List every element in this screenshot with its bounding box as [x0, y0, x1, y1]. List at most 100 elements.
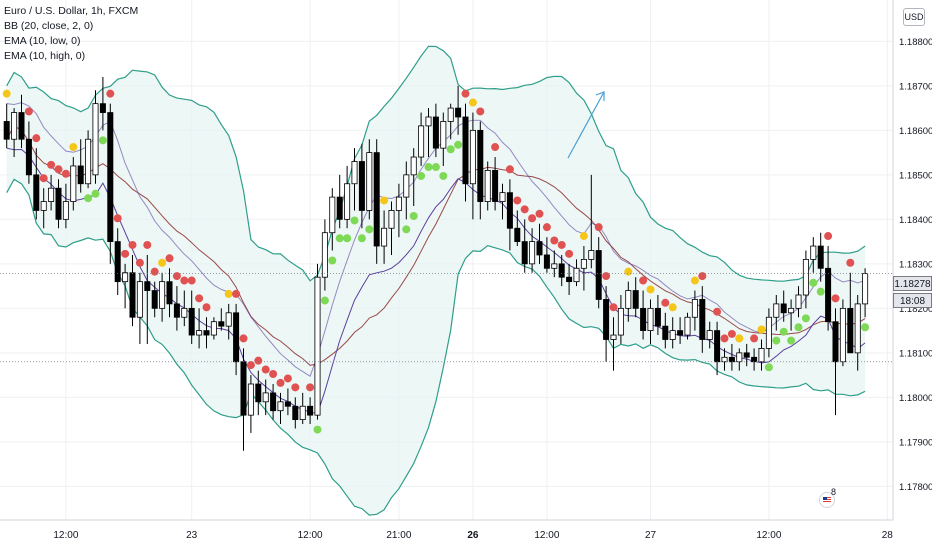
red-signal-dot: [639, 276, 648, 285]
candle-body: [728, 356, 735, 363]
time-tick-label: 23: [186, 530, 198, 541]
candle-body: [610, 334, 617, 340]
yellow-signal-dot: [2, 89, 11, 98]
candle-body: [625, 290, 632, 309]
candle-body: [817, 245, 824, 269]
candle: [862, 268, 869, 318]
green-signal-dot: [357, 234, 366, 243]
red-signal-dot: [528, 214, 537, 223]
candle: [462, 103, 469, 202]
candle-body: [381, 227, 388, 247]
candle-body: [40, 201, 47, 211]
candle: [410, 148, 417, 206]
candle-body: [484, 169, 491, 202]
candle: [455, 85, 462, 135]
candle-body: [758, 347, 765, 363]
candle: [25, 121, 32, 184]
candle-body: [632, 290, 639, 309]
currency-badge[interactable]: USD: [903, 8, 925, 26]
candle: [825, 246, 832, 331]
candle: [773, 295, 780, 331]
candle: [580, 246, 587, 291]
candle: [166, 268, 173, 318]
green-signal-dot: [446, 145, 455, 154]
yellow-signal-dot: [69, 143, 78, 152]
candle-body: [403, 174, 410, 198]
candle: [129, 254, 136, 327]
indicator-bb[interactable]: BB (20, close, 2, 0): [4, 20, 94, 32]
candle: [18, 94, 25, 149]
candle-body: [225, 312, 232, 327]
candle: [358, 143, 365, 229]
green-signal-dot: [409, 212, 418, 220]
us-flag-event-icon[interactable]: [819, 492, 835, 508]
candle: [425, 108, 432, 158]
red-signal-dot: [195, 294, 204, 303]
candle: [262, 379, 269, 416]
indicator-ema-high[interactable]: EMA (10, high, 0): [4, 50, 86, 62]
candle: [395, 183, 402, 238]
symbol-title[interactable]: Euro / U.S. Dollar, 1h, FXCM: [4, 5, 139, 17]
candle: [329, 188, 336, 251]
time-tick-label: 12:00: [534, 530, 559, 541]
candle-body: [388, 210, 395, 229]
candle: [684, 312, 691, 340]
candle-body: [366, 152, 373, 211]
candle: [440, 112, 447, 166]
red-signal-dot: [128, 240, 137, 249]
red-signal-dot: [187, 276, 196, 285]
green-signal-dot: [454, 140, 463, 149]
candle: [188, 290, 195, 344]
candle: [573, 259, 580, 287]
red-signal-dot: [106, 89, 115, 98]
candle: [506, 179, 513, 251]
yellow-signal-dot: [380, 196, 389, 205]
candle: [751, 348, 758, 371]
candle-body: [188, 307, 195, 336]
candle-body: [773, 303, 780, 318]
candle-body: [329, 196, 336, 234]
candle-body: [832, 321, 839, 363]
candle: [33, 148, 40, 220]
candle: [640, 290, 647, 340]
green-signal-dot: [439, 171, 448, 180]
candle: [344, 165, 351, 229]
price-tick-label: 1.17900: [899, 437, 932, 448]
candle-body: [699, 299, 706, 340]
red-signal-dot: [713, 307, 722, 316]
candle: [173, 286, 180, 331]
yellow-signal-dot: [579, 232, 588, 241]
red-signal-dot: [261, 365, 270, 374]
candle: [588, 174, 595, 269]
candle: [706, 321, 713, 349]
candle: [691, 290, 698, 331]
bollinger-upper-band: [6, 45, 866, 282]
time-tick-label: 28: [882, 530, 894, 541]
time-tick-label: 12:00: [756, 530, 781, 541]
candle: [284, 388, 291, 416]
candle-body: [677, 330, 684, 336]
green-signal-dot: [794, 323, 803, 332]
red-signal-dot: [24, 107, 33, 116]
red-signal-dot: [150, 267, 159, 276]
candle-body: [203, 330, 210, 336]
price-axis[interactable]: 1.17800 1.17900 1.18000 1.18100 1.18200 1.183…: [899, 37, 932, 493]
candle-body: [588, 250, 595, 260]
red-signal-dot: [557, 240, 566, 249]
time-axis[interactable]: 12:00 23 12:00 21:00 26 12:00 27 12:00 28: [53, 530, 893, 541]
red-signal-dot: [698, 272, 707, 281]
indicator-ema-low[interactable]: EMA (10, low, 0): [4, 35, 81, 47]
candle: [514, 210, 521, 247]
red-signal-dot: [291, 383, 300, 392]
candle-body: [847, 307, 854, 354]
candle: [277, 392, 284, 425]
red-signal-dot: [54, 165, 63, 174]
candle-body: [580, 258, 587, 269]
price-tick-label: 1.18000: [899, 393, 932, 404]
red-signal-dot: [750, 334, 759, 343]
candle-body: [151, 290, 158, 309]
candle: [543, 237, 550, 273]
price-tick-label: 1.18600: [899, 126, 932, 137]
candle: [521, 219, 528, 273]
